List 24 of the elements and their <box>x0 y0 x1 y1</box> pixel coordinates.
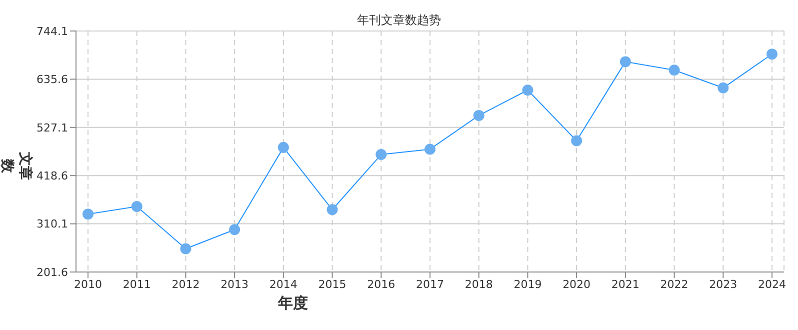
y-tick-label: 418.6 <box>36 170 68 183</box>
y-tick-label: 527.1 <box>36 121 68 134</box>
x-tick-label: 2024 <box>758 278 786 291</box>
y-tick-label: 635.6 <box>36 73 68 86</box>
x-tick-label: 2011 <box>122 278 151 291</box>
x-tick-label: 2018 <box>464 278 493 291</box>
y-tick-label: 744.1 <box>36 24 68 38</box>
x-tick-label: 2023 <box>709 278 738 291</box>
x-axis-title: 年度 <box>278 294 308 313</box>
x-tick-label: 2020 <box>562 278 591 291</box>
y-tick-label: 201.6 <box>36 266 68 279</box>
chart-title: 年刊文章数趋势 <box>357 13 441 27</box>
y-axis-title: 文章数 <box>0 151 34 182</box>
x-tick-label: 2016 <box>367 278 396 291</box>
x-tick-label: 2012 <box>172 278 200 291</box>
x-tick-label: 2021 <box>611 278 640 291</box>
x-tick-label: 2010 <box>74 278 102 291</box>
x-tick-label: 2015 <box>318 278 346 291</box>
x-tick-label: 2017 <box>416 278 444 291</box>
y-tick-label: 310.1 <box>36 218 68 231</box>
x-tick-label: 2013 <box>220 278 249 291</box>
x-tick-label: 2019 <box>514 278 542 291</box>
x-tick-label: 2014 <box>269 278 298 291</box>
x-tick-label: 2022 <box>660 278 688 291</box>
